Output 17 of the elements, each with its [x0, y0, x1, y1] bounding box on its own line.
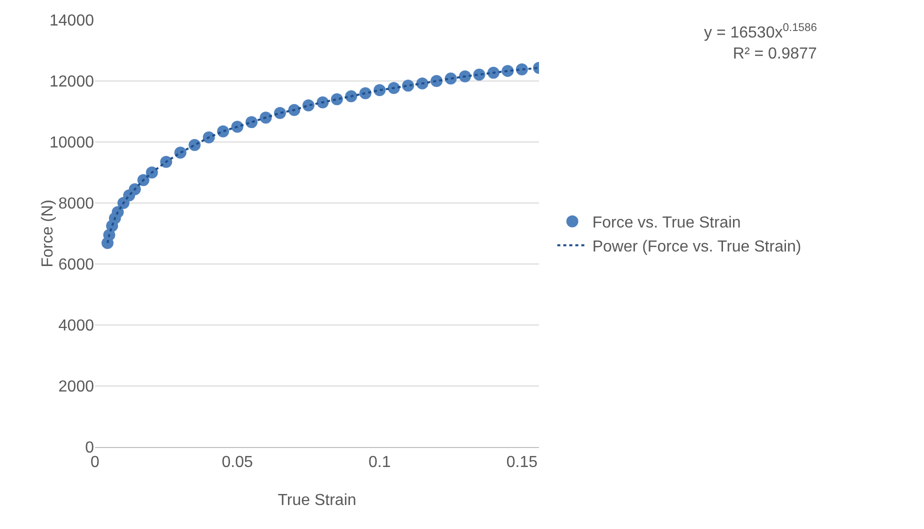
y-tick-label: 10000	[50, 134, 94, 152]
y-tick-label: 14000	[50, 12, 94, 30]
text: R² = 0.9877	[732, 46, 818, 63]
y-tick-label: 2000	[58, 378, 94, 396]
legend-label: Power (Force vs. True Strain)	[592, 238, 802, 256]
x-tick-label: 0.1	[368, 454, 391, 472]
y-tick-label: 0	[85, 440, 94, 457]
y-tick-label: 4000	[58, 318, 94, 335]
legend-label: Force vs. True Strain	[592, 214, 741, 232]
x-axis-title: True Strain	[278, 492, 356, 509]
y-tick-label: 8000	[58, 196, 94, 213]
x-tick-label: 0.05	[222, 454, 253, 472]
text: y = 16530x$^{0.1586}$	[704, 22, 817, 42]
x-tick-label: 0.15	[506, 454, 538, 472]
y-tick-label: 6000	[58, 256, 94, 274]
y-axis-title: Force (N)	[39, 200, 56, 268]
y-tick-label: 12000	[50, 74, 94, 91]
